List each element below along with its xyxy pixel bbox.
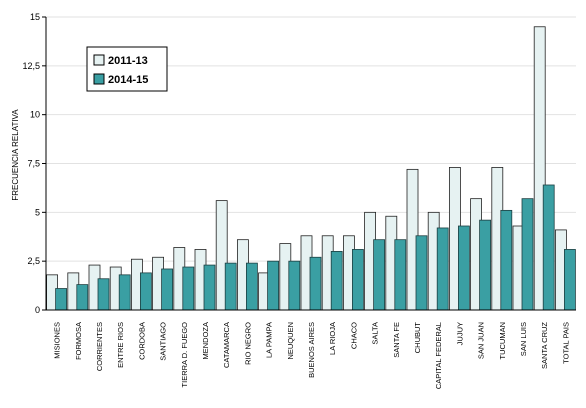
category-label: SANTIAGO	[159, 322, 168, 361]
bar-2014-15	[373, 239, 386, 311]
bar-2014-15	[521, 198, 534, 311]
bar-2014-15	[500, 209, 513, 311]
y-tick-label: 0	[35, 305, 40, 315]
y-tick-label: 12,5	[22, 61, 40, 71]
category-label: NEUQUEN	[286, 322, 295, 360]
legend-label-2014-15: 2014-15	[108, 74, 148, 86]
category-label: CHUBUT	[413, 322, 422, 354]
legend-swatch-2014-15	[93, 73, 105, 85]
category-label: FORMOSA	[74, 322, 83, 360]
bar-2014-15	[55, 288, 67, 311]
bar-2014-15	[436, 227, 449, 311]
y-tick-label: 10	[30, 110, 40, 120]
category-label: LA PAMPA	[265, 322, 274, 358]
category-label: TIERRA D. FUEGO	[180, 322, 189, 388]
bar-2014-15	[203, 264, 216, 311]
bar-2014-15	[479, 219, 492, 311]
category-label: TUCUMAN	[498, 322, 507, 360]
category-label: SALTA	[371, 322, 380, 345]
category-label: CORDOBA	[137, 322, 146, 360]
category-label: SANTA FE	[392, 322, 401, 358]
category-label: MENDOZA	[201, 322, 210, 360]
category-label: RIO NEGRO	[243, 322, 252, 365]
bar-2014-15	[309, 256, 322, 311]
bar-2014-15	[118, 274, 131, 311]
y-tick-label: 2,5	[27, 256, 40, 266]
legend: 2011-13 2014-15	[86, 46, 168, 92]
category-labels: MISIONES FORMOSA CORRIENTES ENTRE RIOS CORDO…	[53, 322, 571, 390]
y-tick-label: 7,5	[27, 159, 40, 169]
category-label: CHACO	[349, 322, 358, 349]
bar-2014-15	[245, 262, 258, 311]
bar-2014-15	[564, 249, 576, 311]
category-label: ENTRE RIOS	[116, 322, 125, 368]
bar-2014-15	[330, 250, 343, 311]
category-label: CATAMARCA	[222, 322, 231, 368]
bar-2014-15	[457, 225, 470, 311]
bar-2014-15	[139, 272, 152, 311]
bar-2014-15	[267, 260, 280, 311]
y-tick-label: 15	[30, 12, 40, 22]
bar-2014-15	[288, 260, 301, 311]
category-label: LA RIOJA	[328, 322, 337, 355]
category-label: CAPITAL FEDERAL	[434, 322, 443, 389]
category-label: CORRIENTES	[95, 322, 104, 371]
y-tick-label: 5	[35, 207, 40, 217]
category-label: SAN LUIS	[519, 322, 528, 356]
bar-2014-15	[97, 278, 110, 311]
bar-2014-15	[224, 262, 237, 311]
category-label: SANTA CRUZ	[540, 322, 549, 369]
y-tick-labels: 0 2,5 5 7,5 10 12,5 15	[22, 12, 46, 315]
legend-swatch-2011-13	[93, 54, 105, 66]
category-label: TOTAL PAIS	[561, 322, 570, 364]
bar-2014-15	[351, 249, 364, 311]
bar-2014-15	[182, 266, 195, 311]
bars	[46, 26, 576, 311]
category-label: MISIONES	[53, 322, 62, 359]
bar-2014-15	[542, 184, 555, 311]
bar-2014-15	[161, 268, 174, 311]
legend-label-2011-13: 2011-13	[108, 55, 148, 67]
bar-2014-15	[415, 235, 428, 311]
category-label: SAN JUAN	[477, 322, 486, 359]
category-label: BUENOS AIRES	[307, 322, 316, 378]
bar-2014-15	[394, 239, 407, 311]
category-label: JUJUY	[455, 322, 464, 345]
bar-2014-15	[76, 284, 89, 311]
y-axis-label: FRECUENCIA RELATIVA	[11, 109, 20, 201]
